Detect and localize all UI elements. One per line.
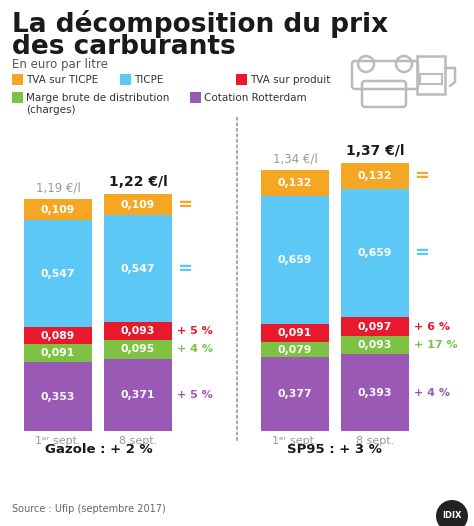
Bar [24,327,92,345]
Bar [261,325,329,342]
Text: 0,109: 0,109 [121,200,155,210]
Text: 0,093: 0,093 [121,326,155,336]
Text: + 6 %: + 6 % [414,322,450,332]
Text: TICPE: TICPE [134,75,164,85]
Text: Marge brute de distribution
(charges): Marge brute de distribution (charges) [26,93,169,115]
Text: 0,089: 0,089 [41,331,75,341]
Text: 1,37 €/l: 1,37 €/l [346,144,404,158]
Text: 0,079: 0,079 [278,345,312,355]
Text: TVA sur produit: TVA sur produit [250,75,330,85]
Text: 1,19 €/l: 1,19 €/l [36,181,81,194]
Bar [24,220,92,327]
Text: + 4 %: + 4 % [414,388,450,398]
Text: 0,547: 0,547 [121,264,155,274]
Text: Gazole : + 2 %: Gazole : + 2 % [45,443,153,456]
Bar [12,92,23,103]
Bar [261,170,329,196]
Text: 1,22 €/l: 1,22 €/l [109,175,167,189]
Bar [190,92,201,103]
Text: 0,132: 0,132 [358,171,392,181]
Text: + 5 %: + 5 % [177,390,213,400]
Text: 1ᵉʳ sept.: 1ᵉʳ sept. [35,436,81,446]
Text: 0,091: 0,091 [41,348,75,358]
Text: IDIX: IDIX [442,511,462,521]
Bar [104,215,172,322]
Bar [341,163,409,189]
Bar [104,322,172,340]
Text: 0,353: 0,353 [41,391,75,401]
Text: 0,097: 0,097 [358,322,392,332]
Text: 0,659: 0,659 [278,255,312,265]
Bar [341,336,409,355]
Text: =: = [414,167,429,185]
Bar [261,196,329,325]
Text: =: = [177,196,192,214]
Bar [104,340,172,359]
Text: + 17 %: + 17 % [414,340,457,350]
Text: 0,547: 0,547 [41,269,75,279]
Bar [24,362,92,431]
Bar [24,199,92,220]
Text: 0,371: 0,371 [121,390,155,400]
Text: 8 sept.: 8 sept. [119,436,157,446]
Text: des carburants: des carburants [12,34,236,60]
Bar [236,74,247,85]
Circle shape [436,500,468,526]
Text: La décomposition du prix: La décomposition du prix [12,10,388,38]
Bar [104,359,172,431]
Bar [341,355,409,431]
Bar [120,74,131,85]
Text: En euro par litre: En euro par litre [12,58,108,71]
Text: Cotation Rotterdam: Cotation Rotterdam [204,93,307,103]
Bar [104,194,172,215]
Text: 8 sept.: 8 sept. [356,436,394,446]
Bar [341,189,409,317]
Text: + 5 %: + 5 % [177,326,213,336]
Text: + 4 %: + 4 % [177,345,213,355]
Bar [261,358,329,431]
Text: 0,132: 0,132 [278,178,312,188]
Bar [24,345,92,362]
Text: 0,659: 0,659 [358,248,392,258]
Text: 0,093: 0,093 [358,340,392,350]
Text: 0,091: 0,091 [278,328,312,338]
Text: =: = [414,244,429,262]
Bar [261,342,329,358]
Bar [341,317,409,336]
Text: SP95 : + 3 %: SP95 : + 3 % [287,443,382,456]
Text: 0,393: 0,393 [358,388,392,398]
Text: =: = [177,260,192,278]
Text: 0,095: 0,095 [121,345,155,355]
Text: 0,377: 0,377 [278,389,312,399]
Text: 0,109: 0,109 [41,205,75,215]
Text: 1,34 €/l: 1,34 €/l [273,152,318,165]
Text: TVA sur TICPE: TVA sur TICPE [26,75,98,85]
Text: 1ᵉʳ sept.: 1ᵉʳ sept. [272,436,318,446]
Bar [12,74,23,85]
Text: Source : Ufip (septembre 2017): Source : Ufip (septembre 2017) [12,504,166,514]
